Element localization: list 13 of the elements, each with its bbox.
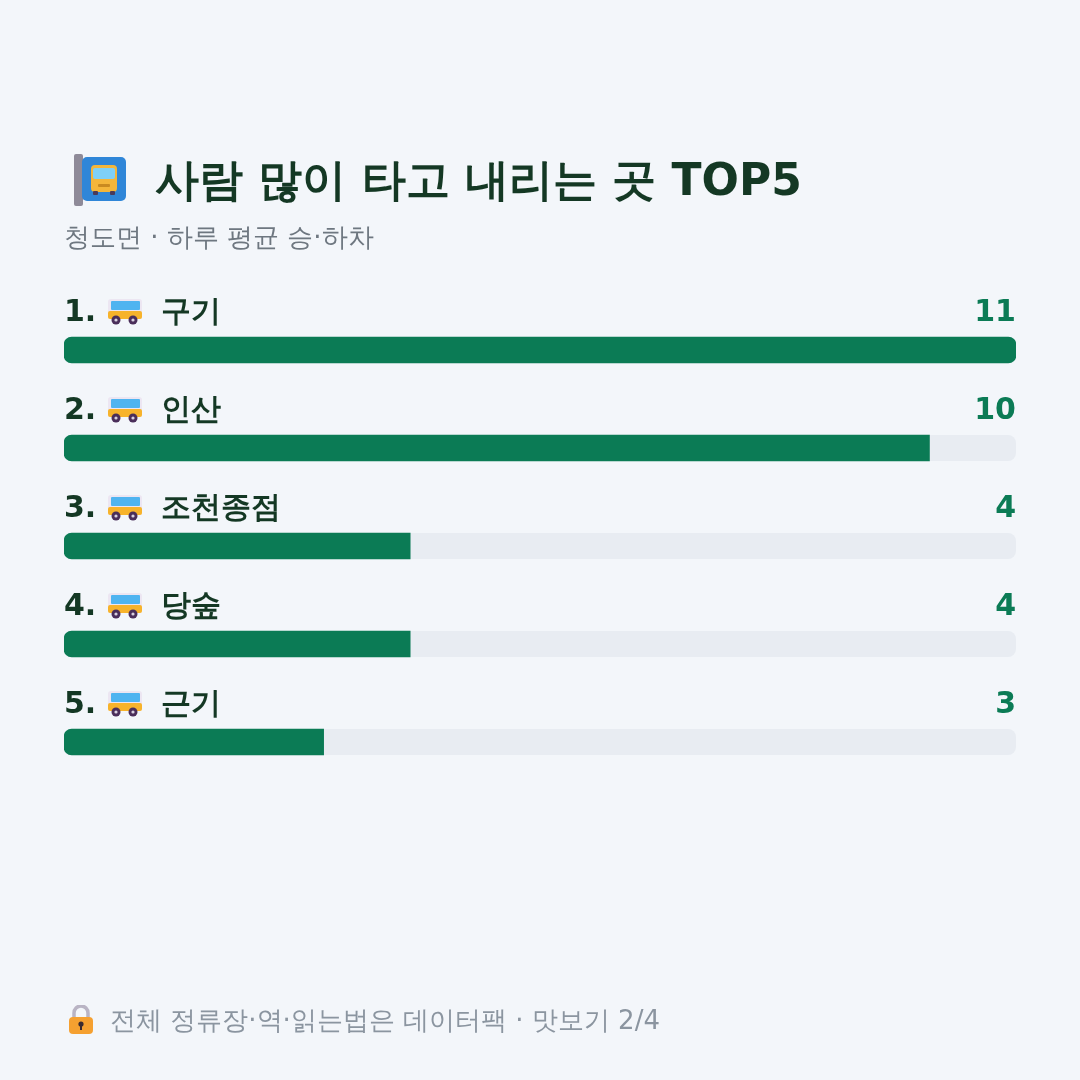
data-label: 3	[995, 684, 1016, 722]
category-label: 4. 당숲	[64, 587, 221, 622]
data-label: 10	[974, 390, 1016, 428]
category-label: 1. 구기	[64, 293, 221, 328]
category-label: 2. 인산	[64, 391, 221, 426]
chart-subtitle: 청도면 · 하루 평균 승·하차	[64, 221, 374, 254]
category-label: 5. 근기	[64, 685, 221, 720]
data-label: 4	[995, 488, 1016, 526]
data-label: 4	[995, 586, 1016, 624]
category-label: 3. 조천종점	[64, 489, 281, 524]
chart-title: 사람 많이 타고 내리는 곳 TOP5	[155, 153, 802, 207]
text: 전체 정류장·역·읽는법은 데이터팩 · 맛보기 2/4	[110, 1004, 660, 1037]
data-label: 11	[974, 292, 1016, 330]
